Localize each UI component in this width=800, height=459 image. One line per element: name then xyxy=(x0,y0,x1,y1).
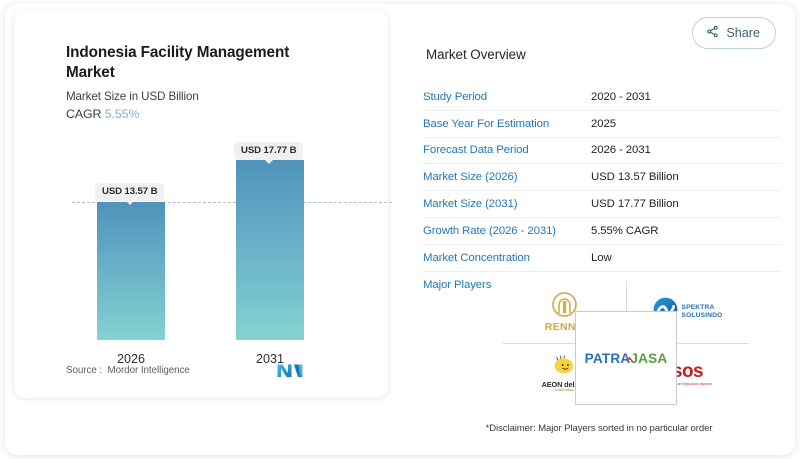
bar-2026[interactable] xyxy=(97,202,165,340)
bar-label-2031: USD 17.77 B xyxy=(234,142,304,164)
table-row-major-players: Major Players xyxy=(423,272,781,298)
source-name: Mordor Intelligence xyxy=(107,365,190,376)
table-row: Study Period 2020 - 2031 xyxy=(423,84,781,111)
player-logo-sos: sos mengerti arti kepuasan layanan xyxy=(626,343,749,405)
page-title: Indonesia Facility Management Market xyxy=(66,44,290,82)
spektra-line1: SPEKTRA xyxy=(681,304,715,312)
disclaimer-text: *Disclaimer: Major Players sorted in no … xyxy=(485,423,713,434)
patra-wordmark-part1: PATRA xyxy=(584,350,631,366)
spektra-line2: SOLUSINDO xyxy=(681,312,723,319)
market-overview-heading: Market Overview xyxy=(426,47,526,62)
row-key: Study Period xyxy=(423,90,488,103)
patra-wordmark-part2: JASA xyxy=(630,350,668,366)
major-players-label: Major Players xyxy=(423,278,492,291)
spektra-wordmark: SPEKTRA SOLUSINDO xyxy=(682,304,723,320)
renno-logo: RENNO xyxy=(545,291,585,333)
row-value: 2020 - 2031 xyxy=(591,90,651,103)
cagr-value: 5.55% xyxy=(104,107,140,121)
source-label: Source : xyxy=(66,365,103,376)
major-players-logo-grid: RENNO xyxy=(503,281,749,405)
row-key: Forecast Data Period xyxy=(423,144,529,157)
renno-arch-icon xyxy=(551,291,578,322)
table-row: Growth Rate (2026 - 2031) 5.55% CAGR xyxy=(423,218,781,245)
aeon-wordmark: AEON delight xyxy=(541,380,588,390)
player-logo-renno: RENNO xyxy=(503,281,626,343)
row-key: Growth Rate (2026 - 2031) xyxy=(423,224,556,237)
patra-accent-icon xyxy=(625,352,634,362)
row-value: 2025 xyxy=(591,117,616,130)
bar-2031[interactable] xyxy=(236,160,304,340)
source-text: Source : Mordor Intelligence xyxy=(66,365,190,376)
chart-subtitle: Market Size in USD Billion xyxy=(66,90,199,103)
table-row: Forecast Data Period 2026 - 2031 xyxy=(423,138,781,165)
chart-card xyxy=(14,11,388,398)
row-value: 2026 - 2031 xyxy=(591,144,651,157)
row-key: Market Size (2031) xyxy=(423,198,518,211)
mordor-intelligence-logo-icon xyxy=(276,363,304,378)
sos-tagline: mengerti arti kepuasan layanan xyxy=(662,381,712,386)
share-button[interactable]: Share xyxy=(692,17,776,49)
bar-label-2026: USD 13.57 B xyxy=(95,183,165,205)
row-value: Low xyxy=(591,251,612,264)
renno-wordmark: RENNO xyxy=(544,321,585,333)
row-key: Base Year For Estimation xyxy=(423,117,550,130)
row-value: 5.55% CAGR xyxy=(591,224,659,237)
bar-chart-plot: USD 13.57 B USD 17.77 B 2026 2031 xyxy=(14,11,392,398)
sos-logo: sos mengerti arti kepuasan layanan xyxy=(663,362,712,386)
player-logo-patra-jasa: PATRAJASA xyxy=(575,311,677,405)
patra-jasa-logo: PATRAJASA xyxy=(585,351,668,366)
aeon-logo: AEON delight Indonesia xyxy=(542,355,588,393)
reference-dashed-line xyxy=(72,202,392,203)
sos-wordmark: sos xyxy=(672,360,704,382)
row-value: USD 17.77 Billion xyxy=(591,198,679,211)
table-row: Market Concentration Low xyxy=(423,245,781,272)
aeon-bean-character-icon xyxy=(551,355,577,379)
table-row: Base Year For Estimation 2025 xyxy=(423,111,781,138)
cagr-label: CAGR xyxy=(66,107,102,121)
player-logo-aeon-delight: AEON delight Indonesia xyxy=(503,343,626,405)
row-key: Market Concentration xyxy=(423,251,530,264)
table-row: Market Size (2031) USD 17.77 Billion xyxy=(423,191,781,218)
share-nodes-icon xyxy=(706,25,719,41)
x-axis-tick-2026: 2026 xyxy=(116,352,146,366)
aeon-sub-wordmark: Indonesia xyxy=(555,388,574,393)
row-value: USD 13.57 Billion xyxy=(591,171,679,184)
row-key: Market Size (2026) xyxy=(423,171,518,184)
table-row: Market Size (2026) USD 13.57 Billion xyxy=(423,164,781,192)
share-button-label: Share xyxy=(726,26,760,40)
cagr-line: CAGR 5.55% xyxy=(66,107,139,121)
x-axis-tick-2031: 2031 xyxy=(255,352,285,366)
market-overview-table: Study Period 2020 - 2031 Base Year For E… xyxy=(423,84,781,298)
